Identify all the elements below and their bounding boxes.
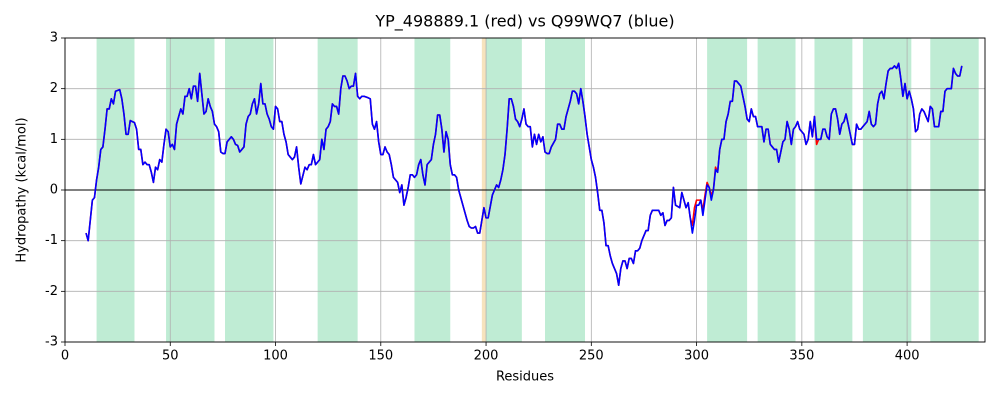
- data-line: [85, 62, 963, 287]
- x-tick-label: 150: [368, 349, 393, 364]
- y-tick-label: 0: [50, 183, 58, 198]
- y-tick-label: 2: [50, 81, 58, 96]
- x-tick-label: 250: [579, 349, 604, 364]
- y-tick-label: -3: [45, 335, 58, 350]
- y-tick-label: 1: [50, 132, 58, 147]
- x-tick-label: 0: [61, 349, 69, 364]
- chart-title: YP_498889.1 (red) vs Q99WQ7 (blue): [374, 12, 674, 32]
- x-tick-label: 100: [263, 349, 288, 364]
- y-axis-label: Hydropathy (kcal/mol): [15, 117, 30, 262]
- y-tick-label: 3: [50, 31, 58, 46]
- x-axis-label: Residues: [496, 370, 554, 385]
- x-tick-label: 300: [684, 349, 709, 364]
- x-tick-label: 50: [162, 349, 179, 364]
- x-tick-label: 350: [789, 349, 814, 364]
- plot-frame: [64, 37, 986, 343]
- x-tick-label: 400: [895, 349, 920, 364]
- y-tick-label: -2: [45, 284, 58, 299]
- x-tick-label: 200: [474, 349, 499, 364]
- y-tick-label: -1: [45, 233, 58, 248]
